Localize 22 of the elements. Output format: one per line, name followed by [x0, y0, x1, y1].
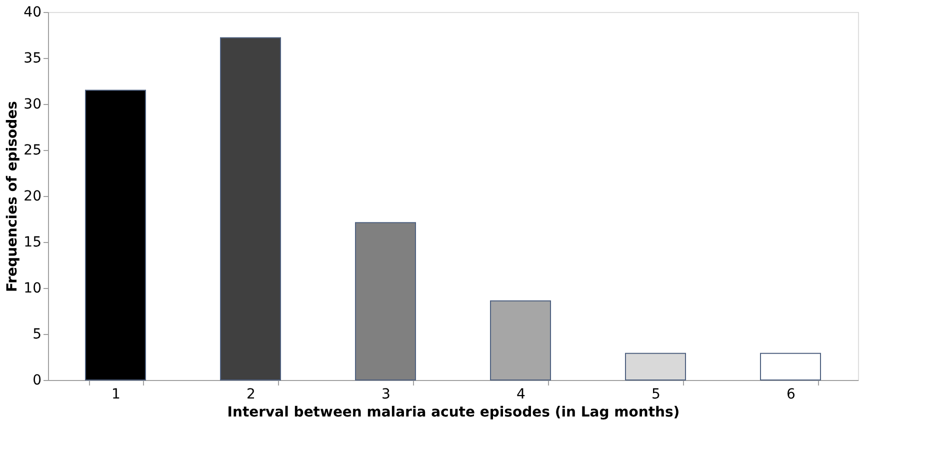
y-tick-label: 30 — [24, 96, 42, 112]
y-tick-label: 10 — [24, 280, 42, 296]
y-tick-label: 25 — [24, 142, 42, 158]
x-tick-label: 3 — [382, 386, 390, 402]
x-tick-label: 6 — [786, 386, 796, 402]
x-tick-label: 2 — [246, 386, 256, 402]
y-tick-label: 40 — [24, 4, 42, 20]
bar — [355, 222, 416, 380]
y-tick-label: 0 — [32, 372, 42, 388]
bar — [760, 352, 821, 380]
y-axis-title: Frequencies of episodes — [4, 100, 21, 292]
y-tick-label: 20 — [24, 188, 42, 204]
x-tick-label: 1 — [112, 386, 120, 402]
x-tick-label: 4 — [516, 386, 526, 402]
y-tick-label: 5 — [32, 326, 42, 342]
x-tick-label: 5 — [652, 386, 660, 402]
bar — [220, 37, 281, 380]
bar — [625, 352, 686, 380]
x-axis-title: Interval between malaria acute episodes (in Lag months) — [227, 404, 680, 420]
bar — [85, 90, 146, 380]
y-tick-label: 15 — [24, 234, 42, 250]
y-tick-label: 35 — [24, 50, 42, 66]
